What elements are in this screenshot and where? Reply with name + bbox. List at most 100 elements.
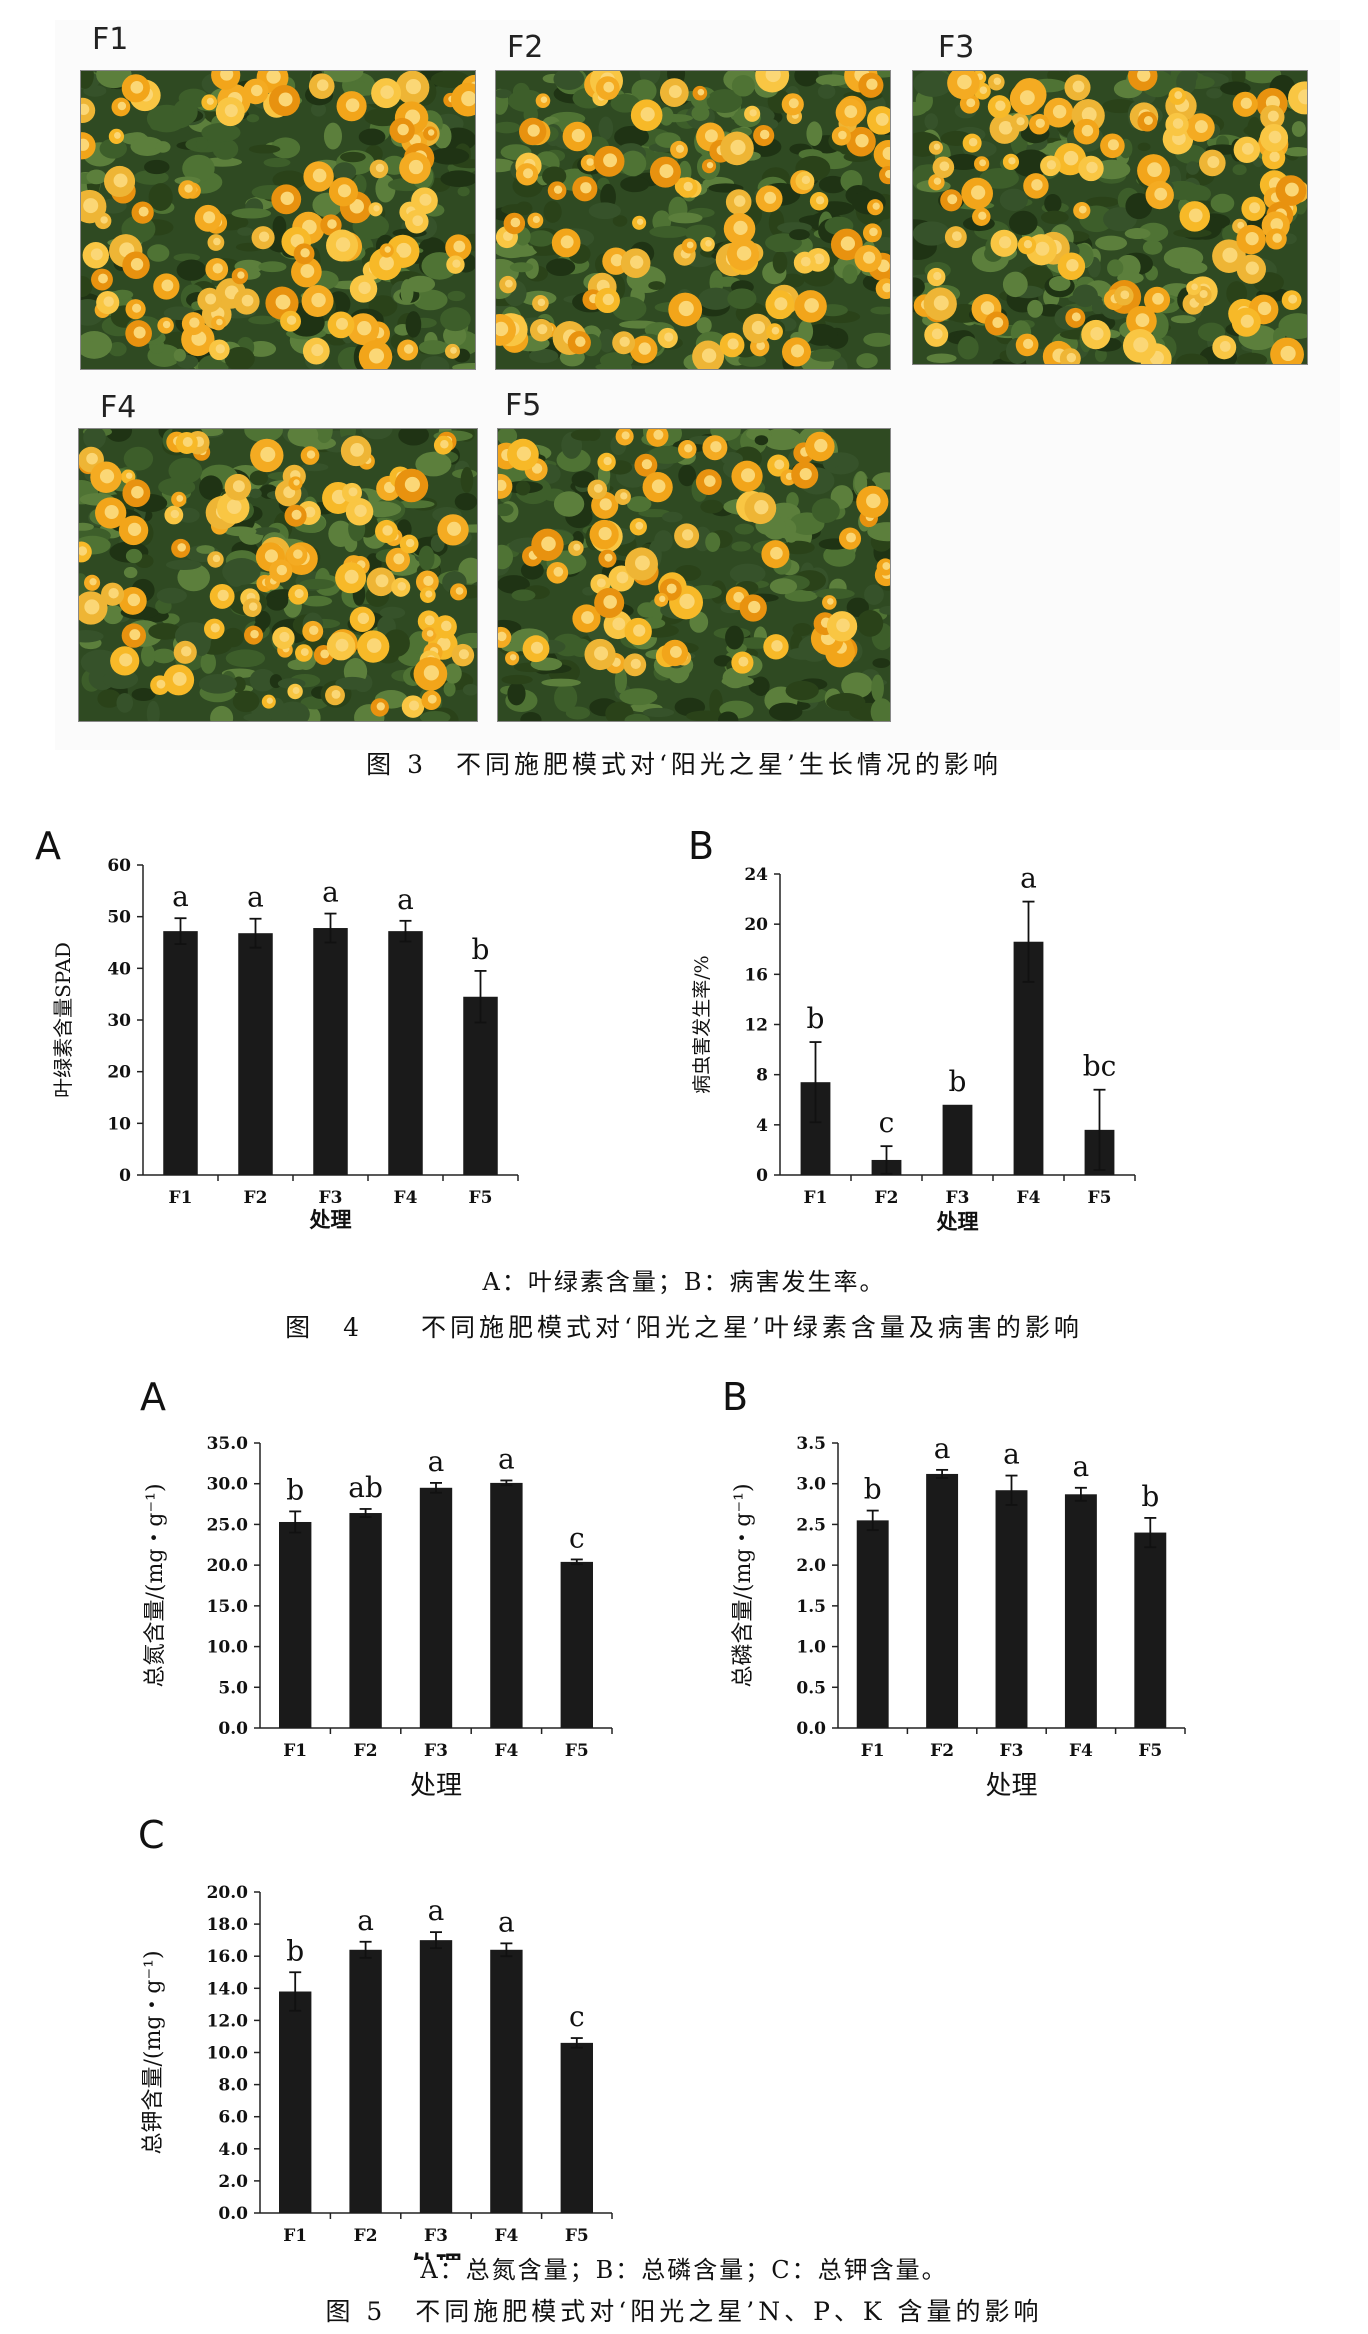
significance-letter-f3: b <box>949 1065 967 1098</box>
bar-f5 <box>463 996 498 1175</box>
bar-f1 <box>163 931 198 1175</box>
fig5-panel-letter-c: C <box>138 1813 165 1857</box>
bar-f3 <box>995 1490 1028 1728</box>
y-axis-label: 总磷含量/(mg・g⁻¹) <box>731 1483 756 1687</box>
bar-f5 <box>1134 1532 1167 1728</box>
significance-letter-f2: ab <box>348 1471 383 1504</box>
significance-letter-f2: a <box>247 881 264 914</box>
bar-f4 <box>490 1482 523 1728</box>
significance-letter-f2: a <box>357 1904 374 1937</box>
y-tick-label: 2.5 <box>796 1515 826 1535</box>
figure-5-caption: 图 5 不同施肥模式对‘阳光之星’N、P、K 含量的影响 <box>325 2297 1043 2326</box>
y-tick-label: 2.0 <box>218 2172 248 2192</box>
y-tick-label: 35.0 <box>207 1434 249 1454</box>
significance-letter-f3: a <box>428 1894 445 1927</box>
significance-letter-f5: bc <box>1083 1050 1117 1083</box>
chart-chlorophyll: 0 10 20 30 40 50 60 a F1 a F2 a F3 a F4 b F5 叶绿素含量SPAD 处理 <box>51 856 519 1232</box>
significance-letter-f4: a <box>1020 862 1037 895</box>
y-tick-label: 50 <box>107 908 131 928</box>
y-tick-label: 20.0 <box>207 1556 249 1576</box>
figure-4-caption: 图 4 不同施肥模式对‘阳光之星’叶绿素含量及病害的影响 <box>285 1313 1083 1342</box>
x-tick-label-f2: F2 <box>875 1188 899 1208</box>
y-tick-label: 25.0 <box>207 1515 249 1535</box>
significance-letter-f1: b <box>864 1473 882 1506</box>
significance-letter-f1: b <box>286 1473 304 1506</box>
x-tick-label-f2: F2 <box>244 1188 268 1208</box>
x-tick-label-f1: F1 <box>283 1741 307 1761</box>
bar-f1 <box>856 1520 889 1728</box>
significance-letter-f1: b <box>286 1934 304 1967</box>
x-tick-label-f1: F1 <box>169 1188 193 1208</box>
y-tick-label: 20 <box>107 1063 131 1083</box>
bar-f5 <box>560 2042 593 2213</box>
figure-3-caption: 图 3 不同施肥模式对‘阳光之星’生长情况的影响 <box>366 750 1002 779</box>
bar-f4 <box>388 931 423 1175</box>
chart-total-potassium: 0.0 2.0 4.0 6.0 8.0 10.0 12.0 14.0 16.0 18.0 20.0 b… <box>141 1883 613 2260</box>
y-tick-label: 6.0 <box>218 2108 248 2128</box>
significance-letter-f3: a <box>322 876 339 909</box>
y-tick-label: 0.0 <box>796 1719 826 1739</box>
y-axis-label: 总钾含量/(mg・g⁻¹) <box>141 1950 166 2154</box>
x-tick-label-f5: F5 <box>1138 1741 1162 1761</box>
y-tick-label: 0.0 <box>218 1719 248 1739</box>
y-tick-label: 16.0 <box>207 1947 249 1967</box>
y-tick-label: 12.0 <box>207 2011 249 2031</box>
y-tick-label: 3.0 <box>796 1475 826 1495</box>
fig4-panel-letter-a: A <box>35 824 61 868</box>
significance-letter-f4: a <box>1073 1450 1090 1483</box>
fig5-panel-letter-a: A <box>140 1375 166 1419</box>
y-tick-label: 2.0 <box>796 1556 826 1576</box>
bar-f3 <box>313 928 348 1175</box>
x-axis-label: 处理 <box>410 1771 462 1801</box>
bar-f1 <box>279 1991 312 2213</box>
x-axis-label: 处理 <box>936 1209 979 1234</box>
y-tick-label: 20.0 <box>207 1883 249 1903</box>
y-tick-label: 15.0 <box>207 1597 249 1617</box>
chart-total-phosphorus: 0.0 0.5 1.0 1.5 2.0 2.5 3.0 3.5 b F1 a F2 a F3 a F4 b F5 总… <box>731 1432 1186 1801</box>
y-tick-label: 8 <box>756 1066 768 1086</box>
fig4-panel-letter-b: B <box>688 824 715 868</box>
significance-letter-f2: a <box>934 1432 951 1465</box>
y-axis-label: 总氮含量/(mg・g⁻¹) <box>143 1483 168 1687</box>
fig5-panel-letter-b: B <box>722 1375 749 1419</box>
x-tick-label-f1: F1 <box>804 1188 828 1208</box>
x-tick-label-f4: F4 <box>494 2226 518 2246</box>
bar-f3 <box>419 1940 453 2213</box>
y-tick-label: 0 <box>119 1166 131 1186</box>
x-tick-label-f4: F4 <box>394 1188 418 1208</box>
y-tick-label: 4.0 <box>218 2140 248 2160</box>
significance-letter-f5: c <box>569 1521 585 1554</box>
y-tick-label: 5.0 <box>218 1678 248 1698</box>
x-tick-label-f5: F5 <box>469 1188 493 1208</box>
y-tick-label: 14.0 <box>207 1979 249 1999</box>
rose-photo-f3 <box>912 70 1308 365</box>
x-tick-label-f5: F5 <box>565 1741 589 1761</box>
x-tick-label-f4: F4 <box>1017 1188 1041 1208</box>
x-tick-label-f2: F2 <box>354 2226 378 2246</box>
chart-disease-rate: 0 4 8 12 16 20 24 b F1 c F2 b F3 a F4 bc F5 病虫害发生率/% 处理 <box>691 862 1136 1234</box>
significance-letter-f5: b <box>1141 1480 1159 1513</box>
photo-label-f3: F3 <box>938 30 975 65</box>
significance-letter-f2: c <box>879 1106 895 1139</box>
significance-letter-f3: a <box>1003 1438 1020 1471</box>
y-tick-label: 1.0 <box>796 1638 826 1658</box>
x-tick-label-f1: F1 <box>861 1741 885 1761</box>
y-tick-label: 10.0 <box>207 1638 249 1658</box>
bar-f4 <box>1064 1494 1097 1728</box>
rose-photo-f4 <box>78 428 478 722</box>
y-tick-label: 20 <box>744 915 768 935</box>
y-tick-label: 12 <box>744 1016 768 1036</box>
x-tick-label-f4: F4 <box>1069 1741 1093 1761</box>
y-tick-label: 16 <box>744 965 768 985</box>
significance-letter-f5: b <box>472 933 490 966</box>
y-tick-label: 0 <box>756 1166 768 1186</box>
significance-letter-f5: c <box>569 2000 585 2033</box>
significance-letter-f1: b <box>807 1002 825 1035</box>
x-tick-label-f3: F3 <box>424 1741 448 1761</box>
figure-5-subcaption: A：总氮含量；B：总磷含量；C：总钾含量。 <box>420 2256 948 2284</box>
photo-label-f1: F1 <box>92 22 129 57</box>
x-tick-label-f3: F3 <box>424 2226 448 2246</box>
photo-label-f4: F4 <box>100 390 137 425</box>
y-tick-label: 0.5 <box>796 1678 826 1698</box>
y-tick-label: 4 <box>756 1116 768 1136</box>
